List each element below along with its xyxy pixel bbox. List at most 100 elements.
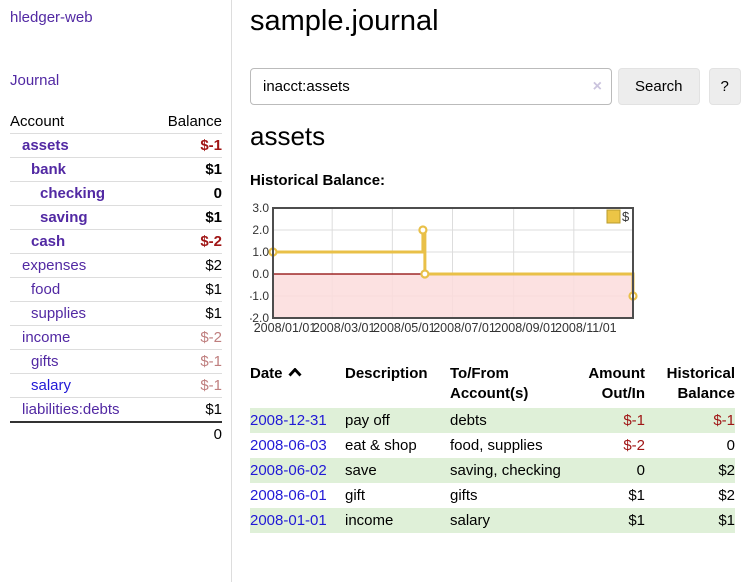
transaction-description-cell: gift — [345, 487, 366, 504]
transactions-header-amount: Amount Out/In — [588, 365, 645, 402]
transaction-description-cell: pay off — [345, 408, 450, 433]
clear-search-icon[interactable]: × — [592, 78, 602, 95]
sidebar-account-link[interactable]: supplies — [31, 305, 87, 322]
transaction-description-cell: eat & shop — [345, 437, 417, 454]
transaction-amount-cell: 0 — [567, 458, 645, 483]
account-heading: assets — [250, 121, 326, 151]
sidebar-nav: Journal — [10, 71, 221, 90]
account-balance: $-2 — [151, 229, 222, 254]
transactions-header-accounts: To/From Account(s) — [450, 365, 529, 402]
account-cell: checking — [10, 181, 152, 206]
account-cell: expenses — [10, 253, 152, 278]
transaction-date-link[interactable]: 2008-06-01 — [250, 487, 327, 504]
sidebar-account-link[interactable]: liabilities:debts — [22, 401, 120, 418]
transaction-date-link[interactable]: 2008-01-01 — [250, 512, 327, 529]
transaction-amount-cell: $-2 — [623, 437, 645, 454]
search-form: × Search ? — [250, 68, 742, 105]
svg-text:-2.0: -2.0 — [250, 311, 269, 325]
chart-title: Historical Balance: — [250, 172, 386, 189]
app-brand: hledger-web — [10, 8, 221, 27]
account-row: gifts $-1 — [10, 349, 222, 374]
sidebar-account-link[interactable]: expenses — [22, 257, 87, 274]
account-balance: $-1 — [151, 373, 222, 398]
account-cell: saving — [10, 205, 152, 230]
account-row: food $1 — [10, 277, 222, 302]
account-balance: $1 — [151, 157, 222, 182]
transaction-balance-cell: $-1 — [645, 408, 735, 433]
sidebar-item-journal[interactable]: Journal — [10, 72, 60, 89]
transaction-date-cell: 2008-06-02 — [250, 458, 345, 483]
account-balance: $1 — [151, 205, 222, 230]
app-title-link[interactable]: hledger-web — [10, 9, 93, 26]
sidebar-account-link[interactable]: assets — [22, 137, 69, 154]
svg-text:2008/05/01: 2008/05/01 — [373, 321, 436, 335]
sidebar-account-link[interactable]: cash — [31, 233, 66, 250]
transaction-description-cell: save — [345, 458, 450, 483]
svg-text:2008/01/01: 2008/01/01 — [254, 321, 317, 335]
account-row: checking 0 — [10, 181, 222, 206]
page-title: sample.journal — [250, 5, 439, 37]
help-button[interactable]: ? — [708, 68, 741, 105]
svg-text:1.0: 1.0 — [252, 245, 269, 259]
account-row: assets $-1 — [10, 133, 222, 158]
transaction-date-link[interactable]: 2008-12-31 — [250, 412, 327, 429]
transaction-description-cell: income — [345, 508, 450, 533]
svg-text:2008/03/01: 2008/03/01 — [313, 321, 376, 335]
sidebar-account-link[interactable]: bank — [31, 161, 67, 178]
svg-text:2008/07/01: 2008/07/01 — [433, 321, 496, 335]
account-row: bank $1 — [10, 157, 222, 182]
transaction-date-cell: 2008-12-31 — [250, 408, 345, 433]
account-cell: supplies — [10, 301, 152, 326]
transaction-date-cell: 2008-06-03 — [250, 433, 345, 458]
account-balance: 0 — [151, 181, 222, 206]
accounts-total-value: 0 — [151, 421, 222, 446]
account-balance: $1 — [151, 301, 222, 326]
account-row: supplies $1 — [10, 301, 222, 326]
transaction-row: 2008-06-01 gift gifts $1 $2 — [250, 483, 735, 508]
sidebar-account-link[interactable]: gifts — [31, 353, 59, 370]
account-cell: income — [10, 325, 152, 350]
transaction-balance-cell: $2 — [718, 487, 735, 504]
transactions-body: 2008-12-31 pay off debts $-1 $-1 2008-06-03 ea… — [250, 408, 735, 533]
accounts-table: Account Balance assets $-1 bank $1 checking 0… — [10, 111, 222, 446]
search-button[interactable]: Search — [618, 68, 700, 105]
account-cell: salary — [10, 373, 152, 398]
account-cell: liabilities:debts — [10, 397, 152, 422]
date-header-label: Date — [250, 365, 283, 382]
transactions-header-date[interactable]: Date — [250, 364, 345, 408]
account-cell: food — [10, 277, 152, 302]
svg-text:-1.0: -1.0 — [250, 289, 269, 303]
historical-balance-chart: $3.0 2.0 1.0 0.0 -1.0 -2.02008/01/012008/03/0… — [250, 203, 638, 335]
sidebar-account-link[interactable]: income — [22, 329, 71, 346]
transaction-accounts-cell: debts — [450, 408, 567, 433]
accounts-table-header-row: Account Balance — [10, 111, 222, 134]
transactions-header-row: Date Description To/From Account(s) Amou… — [250, 364, 735, 408]
account-cell: bank — [10, 157, 152, 182]
account-row: liabilities:debts $1 — [10, 397, 222, 422]
account-balance: $-1 — [151, 133, 222, 158]
accounts-total-row: 0 — [10, 421, 222, 446]
transaction-balance-cell: 0 — [726, 437, 735, 454]
transactions-header-balance: Historical Balance — [666, 365, 735, 402]
transaction-row: 2008-12-31 pay off debts $-1 $-1 — [250, 408, 735, 433]
transaction-date-link[interactable]: 2008-06-03 — [250, 437, 327, 454]
sidebar-account-link[interactable]: food — [31, 281, 61, 298]
transactions-header-description: Description — [345, 365, 428, 382]
transaction-accounts-cell: saving, checking — [450, 458, 567, 483]
sidebar-account-link[interactable]: checking — [40, 185, 106, 202]
account-row: cash $-2 — [10, 229, 222, 254]
svg-text:0.0: 0.0 — [252, 267, 269, 281]
accounts-total-spacer — [10, 421, 152, 446]
account-balance: $-1 — [151, 349, 222, 374]
sidebar-account-link[interactable]: salary — [31, 377, 72, 394]
account-balance: $-2 — [151, 325, 222, 350]
sidebar: hledger-web Journal Account Balance asse… — [0, 0, 232, 582]
account-row: expenses $2 — [10, 253, 222, 278]
search-input[interactable] — [250, 68, 612, 105]
transaction-accounts-cell: food, supplies — [450, 437, 543, 454]
transaction-date-link[interactable]: 2008-06-02 — [250, 462, 327, 479]
sidebar-account-link[interactable]: saving — [40, 209, 88, 226]
account-cell: gifts — [10, 349, 152, 374]
transaction-accounts-cell: gifts — [450, 487, 478, 504]
